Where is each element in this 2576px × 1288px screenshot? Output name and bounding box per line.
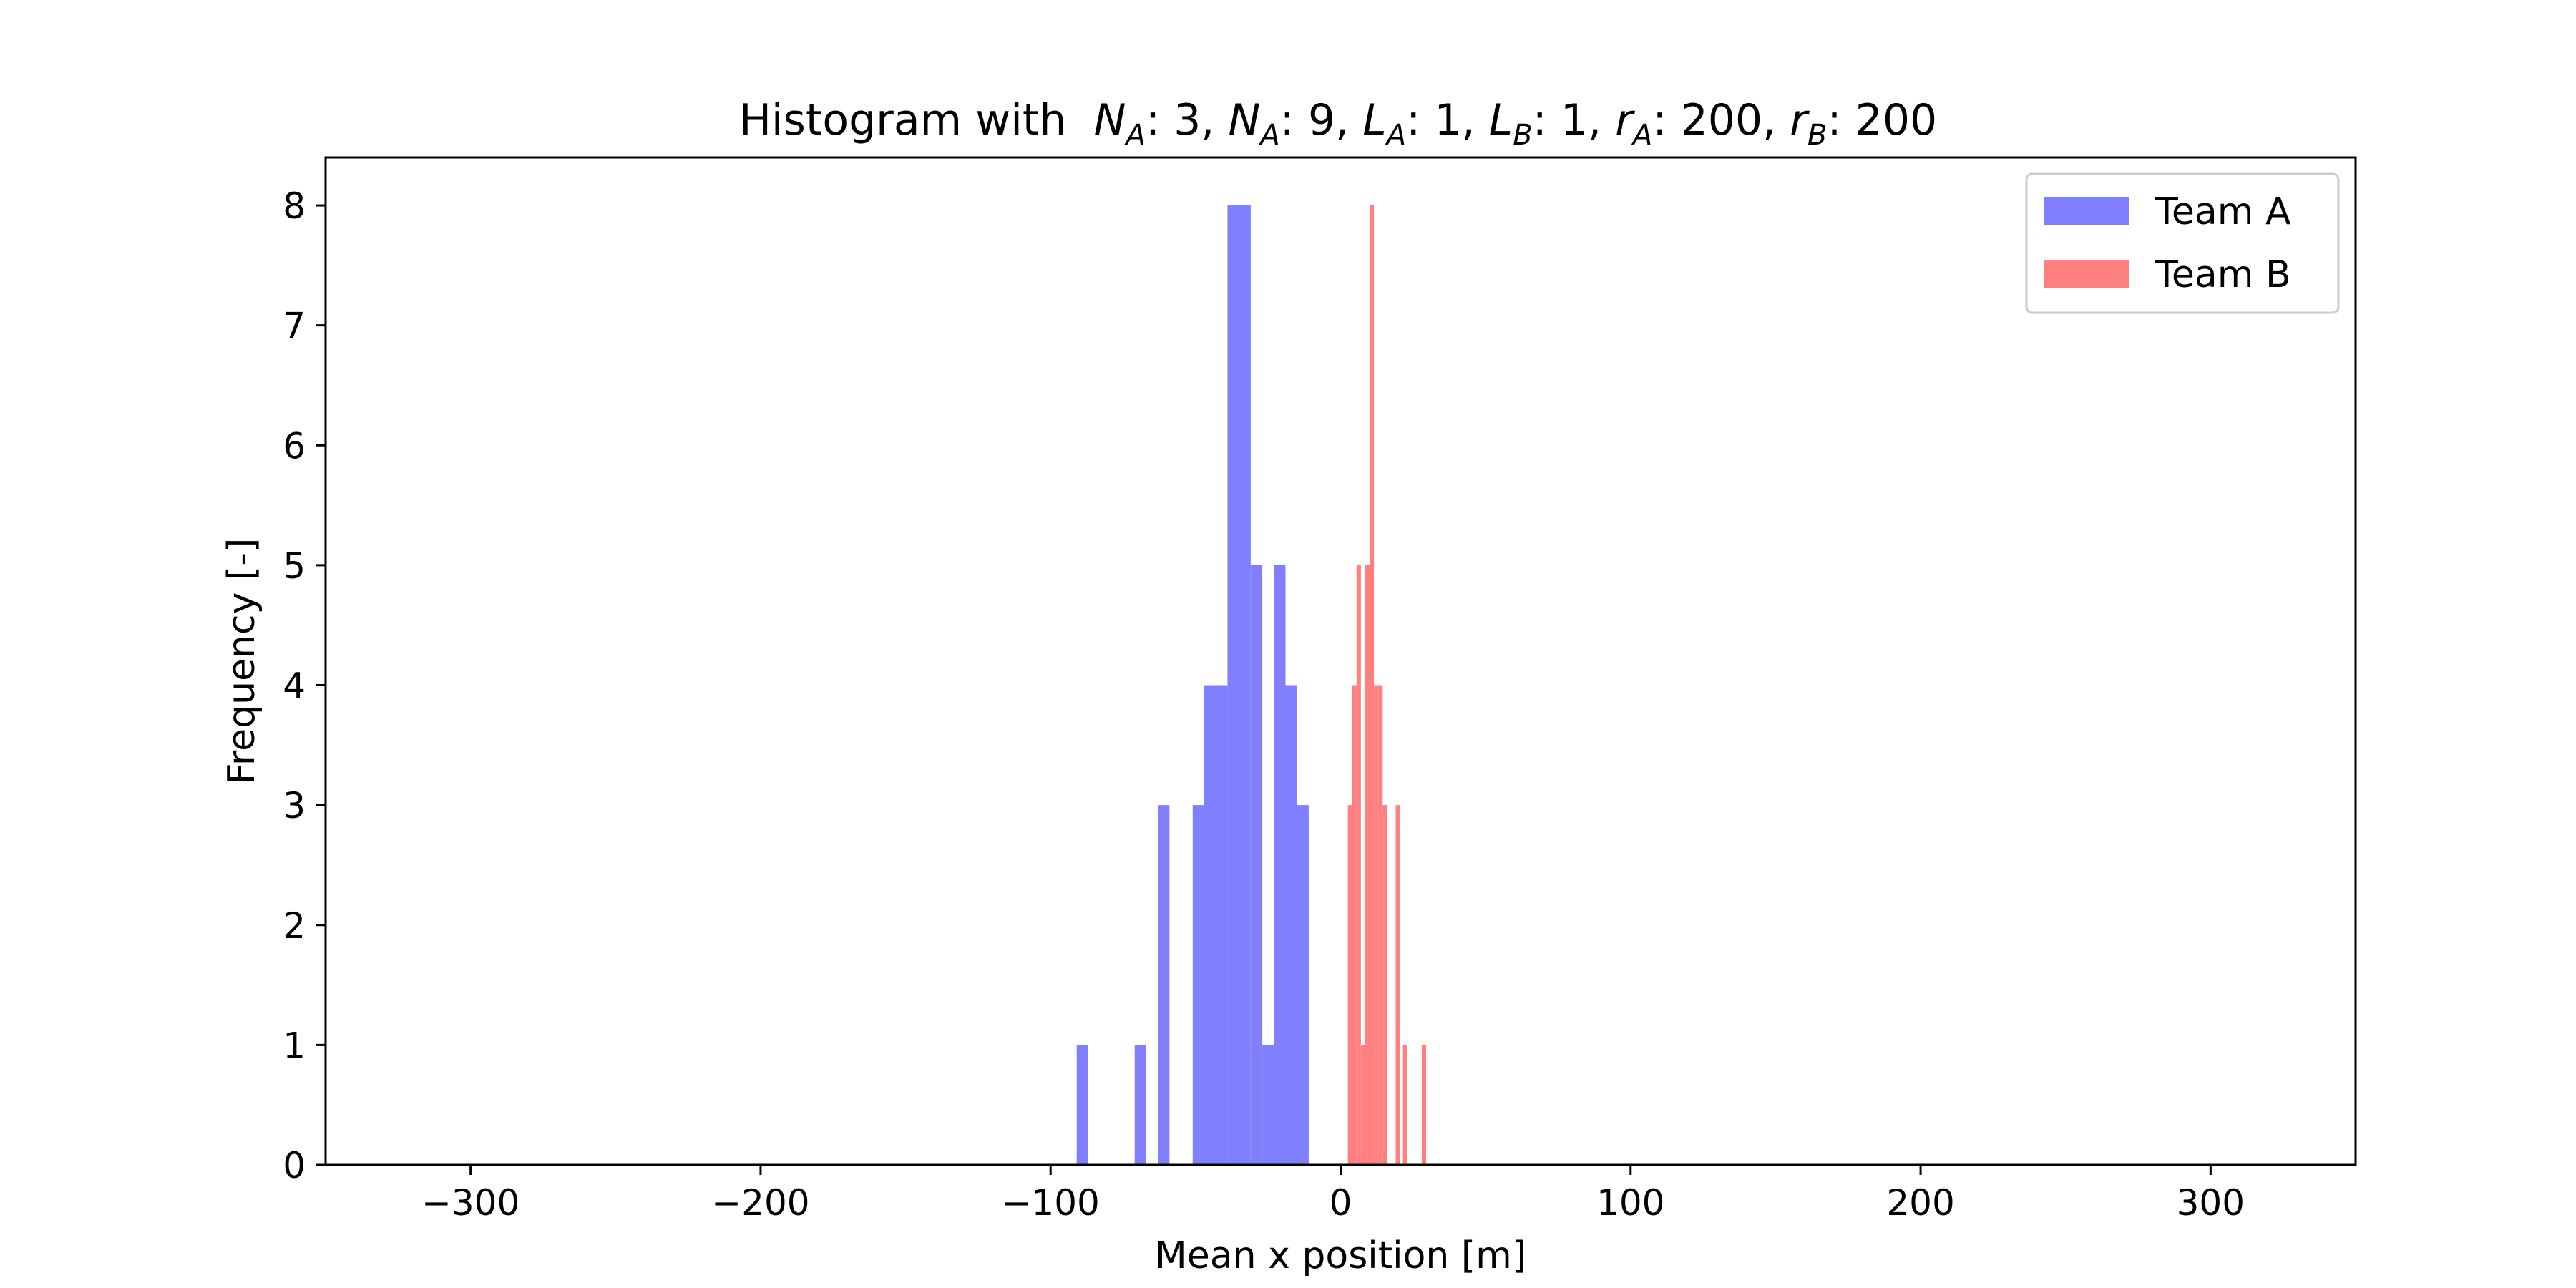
y-tick-label: 1 [283,1025,306,1066]
x-axis-label: Mean x position [m] [1155,1234,1526,1277]
histogram-bar [1274,565,1286,1165]
y-tick-label: 7 [283,306,306,347]
y-tick-label: 8 [283,185,306,227]
x-tick-label: −100 [1002,1182,1100,1224]
histogram-bar [1421,1045,1427,1165]
histogram-bar [1382,805,1387,1165]
y-axis-label: Frequency [-] [220,538,263,785]
histogram-bar [1378,685,1383,1165]
title-value: : 1, [1533,95,1616,145]
legend-label: Team B [2155,253,2291,296]
title-symbol: N [1094,95,1126,145]
x-tick-label: −200 [711,1182,809,1224]
histogram-bar [1250,565,1263,1165]
y-tick-label: 0 [283,1145,306,1186]
histogram-bar [1227,205,1239,1165]
y-tick-label: 3 [283,785,306,826]
title-subscript: A [1258,119,1279,152]
title-value: : 200 [1827,95,1937,145]
title-symbol: L [1489,95,1513,145]
chart-title: Histogram with NA: 3, NA: 9, LA: 1, LB: … [739,95,1937,152]
y-tick-label: 4 [283,665,306,707]
histogram-bar [1158,805,1170,1165]
histogram-bar [1204,685,1216,1165]
legend-label: Team A [2155,190,2291,233]
title-symbol: r [1615,95,1635,145]
title-subscript: A [1385,119,1406,152]
x-tick-label: 0 [1330,1182,1352,1224]
legend: Team A Team B [2025,172,2340,314]
title-value: : 3, [1146,95,1229,145]
y-axis: 0 1 2 3 4 5 6 7 8 [283,185,326,1186]
title-symbol: r [1790,95,1810,145]
histogram-bar [1365,565,1370,1165]
title-text: Histogram with [739,95,1094,145]
y-tick-label: 5 [283,545,306,587]
histogram-bar [1374,685,1379,1165]
x-tick-label: −300 [421,1182,519,1224]
x-tick-label: 300 [2177,1182,2245,1224]
title-subscript: B [1513,119,1532,152]
series-team-b [1347,205,1427,1165]
histogram-bar [1192,805,1205,1165]
histogram-bar [1370,205,1375,1165]
title-symbol: N [1228,95,1260,145]
histogram-bar [1297,805,1309,1165]
histogram-bar [1402,1045,1407,1165]
histogram-bar [1360,1045,1365,1165]
histogram-bar [1076,1045,1088,1165]
title-value: : 200, [1652,95,1790,145]
histogram-bar [1356,565,1361,1165]
histogram-bar [1347,805,1352,1165]
histogram-bar [1239,205,1251,1165]
histogram-bar [1285,685,1297,1165]
histogram-bar [1352,685,1357,1165]
histogram-bar [1395,805,1400,1165]
histogram-bar [1262,1045,1274,1165]
y-tick-label: 6 [283,425,306,467]
x-tick-label: 100 [1596,1182,1664,1224]
title-subscript: A [1123,119,1145,152]
y-tick-label: 2 [283,905,306,947]
histogram-bar [1216,685,1228,1165]
histogram-bars [1076,205,1427,1165]
legend-swatch [2044,197,2129,225]
x-tick-label: 200 [1886,1182,1954,1224]
title-subscript: A [1631,119,1652,152]
title-symbol: L [1362,95,1386,145]
legend-swatch [2044,260,2129,288]
series-team-a [1076,205,1309,1165]
title-subscript: B [1807,119,1827,152]
x-axis: −300 −200 −100 0 100 200 300 [421,1165,2245,1224]
histogram-bar [1134,1045,1146,1165]
title-value: : 1, [1406,95,1489,145]
title-value: : 9, [1280,95,1363,145]
